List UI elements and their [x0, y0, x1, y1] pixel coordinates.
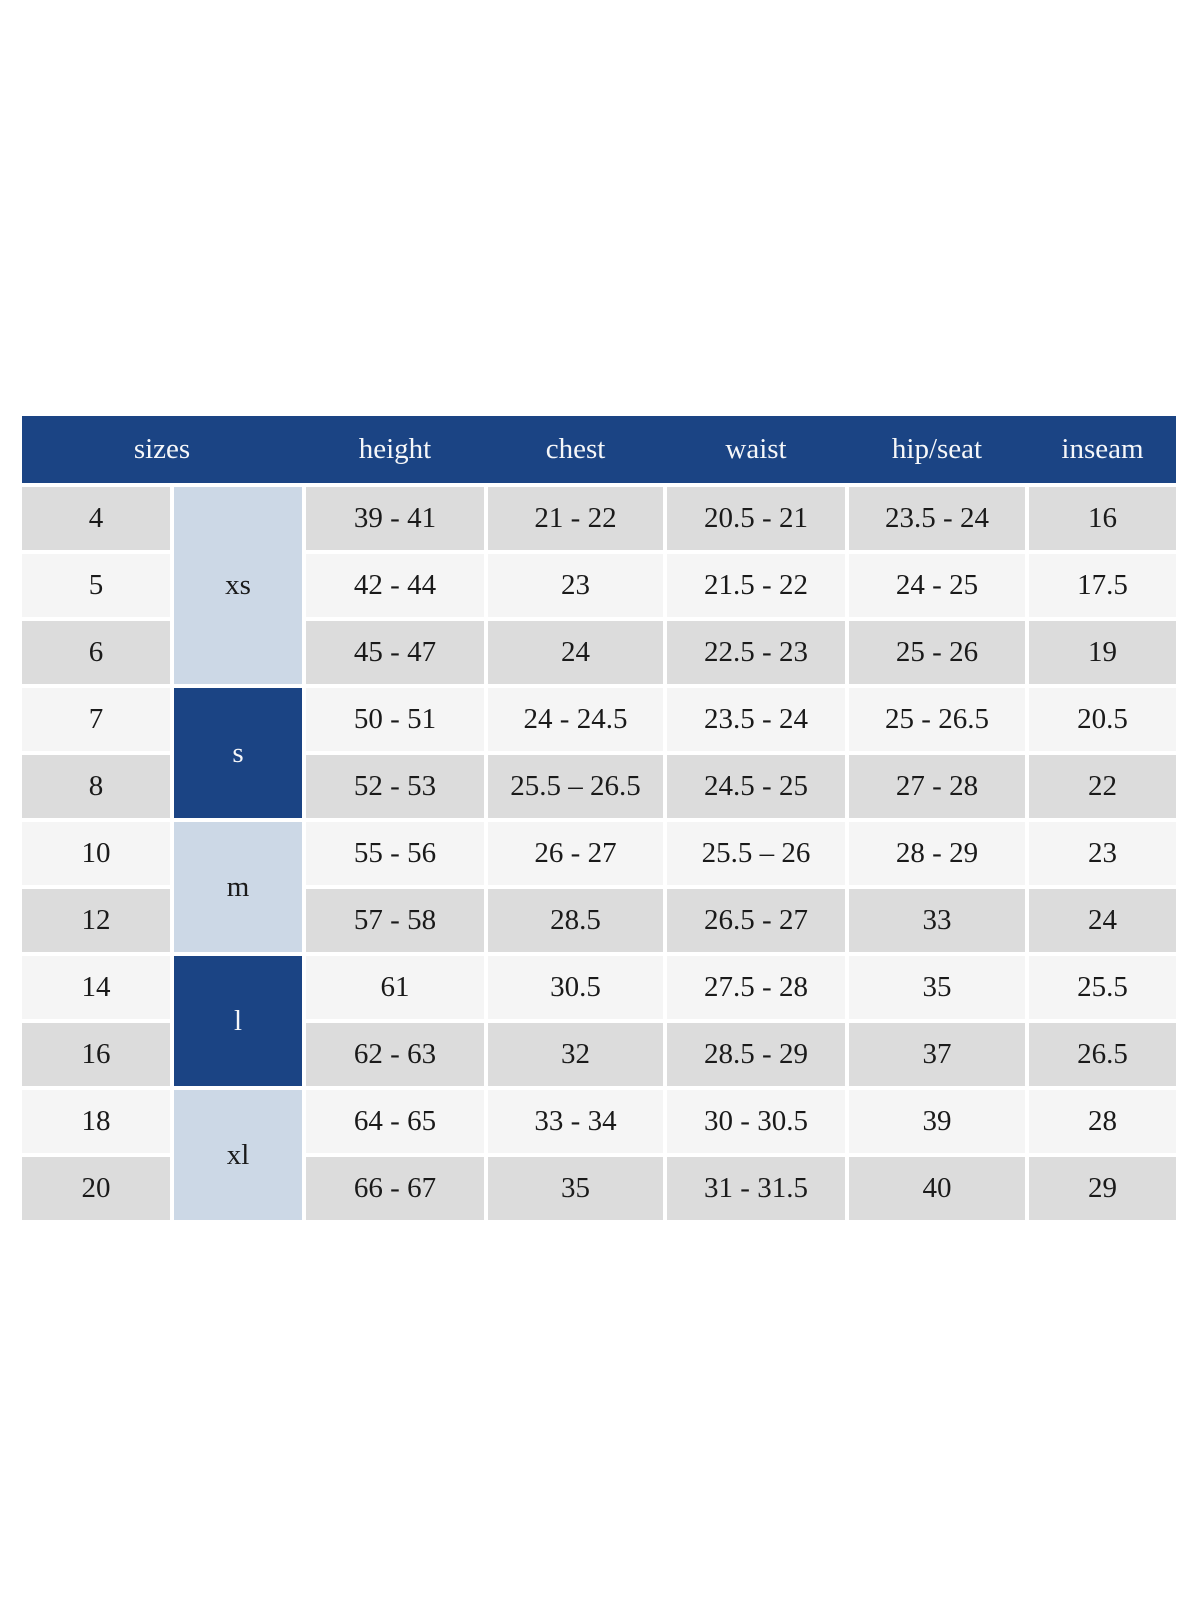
inseam-cell: 23: [1029, 822, 1176, 885]
table-header-row: sizes height chest waist hip/seat inseam: [22, 416, 1176, 483]
waist-cell: 21.5 - 22: [667, 554, 845, 617]
height-cell: 50 - 51: [306, 688, 484, 751]
inseam-cell: 19: [1029, 621, 1176, 684]
size-group-cell-s: s: [174, 688, 302, 818]
hip-seat-cell: 28 - 29: [849, 822, 1025, 885]
size-group-cell-xs: xs: [174, 487, 302, 684]
size-number-cell: 14: [22, 956, 170, 1019]
size-number-cell: 4: [22, 487, 170, 550]
height-cell: 64 - 65: [306, 1090, 484, 1153]
chest-cell: 28.5: [488, 889, 663, 952]
hip-seat-cell: 40: [849, 1157, 1025, 1220]
inseam-cell: 17.5: [1029, 554, 1176, 617]
inseam-cell: 29: [1029, 1157, 1176, 1220]
waist-cell: 31 - 31.5: [667, 1157, 845, 1220]
waist-cell: 24.5 - 25: [667, 755, 845, 818]
height-cell: 57 - 58: [306, 889, 484, 952]
chest-cell: 32: [488, 1023, 663, 1086]
hip-seat-cell: 23.5 - 24: [849, 487, 1025, 550]
hip-seat-cell: 39: [849, 1090, 1025, 1153]
height-cell: 61: [306, 956, 484, 1019]
column-header-sizes: sizes: [133, 433, 191, 465]
hip-seat-cell: 24 - 25: [849, 554, 1025, 617]
size-chart-table: sizes height chest waist hip/seat inseam…: [22, 416, 1176, 1220]
size-number-cell: 18: [22, 1090, 170, 1153]
waist-cell: 26.5 - 27: [667, 889, 845, 952]
size-number-cell: 16: [22, 1023, 170, 1086]
chest-cell: 33 - 34: [488, 1090, 663, 1153]
inseam-cell: 20.5: [1029, 688, 1176, 751]
chest-cell: 30.5: [488, 956, 663, 1019]
inseam-cell: 26.5: [1029, 1023, 1176, 1086]
hip-seat-cell: 37: [849, 1023, 1025, 1086]
hip-seat-cell: 25 - 26.5: [849, 688, 1025, 751]
column-header-inseam: inseam: [1061, 433, 1144, 465]
column-header-hip-seat: hip/seat: [891, 433, 983, 465]
size-group-cell-xl: xl: [174, 1090, 302, 1220]
waist-cell: 28.5 - 29: [667, 1023, 845, 1086]
size-group-cell-m: m: [174, 822, 302, 952]
height-cell: 42 - 44: [306, 554, 484, 617]
waist-cell: 22.5 - 23: [667, 621, 845, 684]
size-number-cell: 6: [22, 621, 170, 684]
chest-cell: 35: [488, 1157, 663, 1220]
waist-cell: 20.5 - 21: [667, 487, 845, 550]
size-number-cell: 10: [22, 822, 170, 885]
column-header-waist: waist: [725, 433, 787, 465]
chest-cell: 25.5 – 26.5: [488, 755, 663, 818]
waist-cell: 23.5 - 24: [667, 688, 845, 751]
chest-cell: 21 - 22: [488, 487, 663, 550]
hip-seat-cell: 35: [849, 956, 1025, 1019]
height-cell: 55 - 56: [306, 822, 484, 885]
hip-seat-cell: 25 - 26: [849, 621, 1025, 684]
size-number-cell: 20: [22, 1157, 170, 1220]
height-cell: 39 - 41: [306, 487, 484, 550]
inseam-cell: 22: [1029, 755, 1176, 818]
chest-cell: 24: [488, 621, 663, 684]
chest-cell: 24 - 24.5: [488, 688, 663, 751]
chest-cell: 23: [488, 554, 663, 617]
size-group-cell-l: l: [174, 956, 302, 1086]
height-cell: 62 - 63: [306, 1023, 484, 1086]
height-cell: 66 - 67: [306, 1157, 484, 1220]
hip-seat-cell: 27 - 28: [849, 755, 1025, 818]
inseam-cell: 24: [1029, 889, 1176, 952]
size-number-cell: 8: [22, 755, 170, 818]
size-number-cell: 7: [22, 688, 170, 751]
hip-seat-cell: 33: [849, 889, 1025, 952]
inseam-cell: 28: [1029, 1090, 1176, 1153]
inseam-cell: 16: [1029, 487, 1176, 550]
waist-cell: 27.5 - 28: [667, 956, 845, 1019]
height-cell: 52 - 53: [306, 755, 484, 818]
column-header-height: height: [358, 433, 432, 465]
size-number-cell: 5: [22, 554, 170, 617]
size-number-cell: 12: [22, 889, 170, 952]
height-cell: 45 - 47: [306, 621, 484, 684]
waist-cell: 30 - 30.5: [667, 1090, 845, 1153]
waist-cell: 25.5 – 26: [667, 822, 845, 885]
chest-cell: 26 - 27: [488, 822, 663, 885]
inseam-cell: 25.5: [1029, 956, 1176, 1019]
column-header-chest: chest: [545, 433, 606, 465]
